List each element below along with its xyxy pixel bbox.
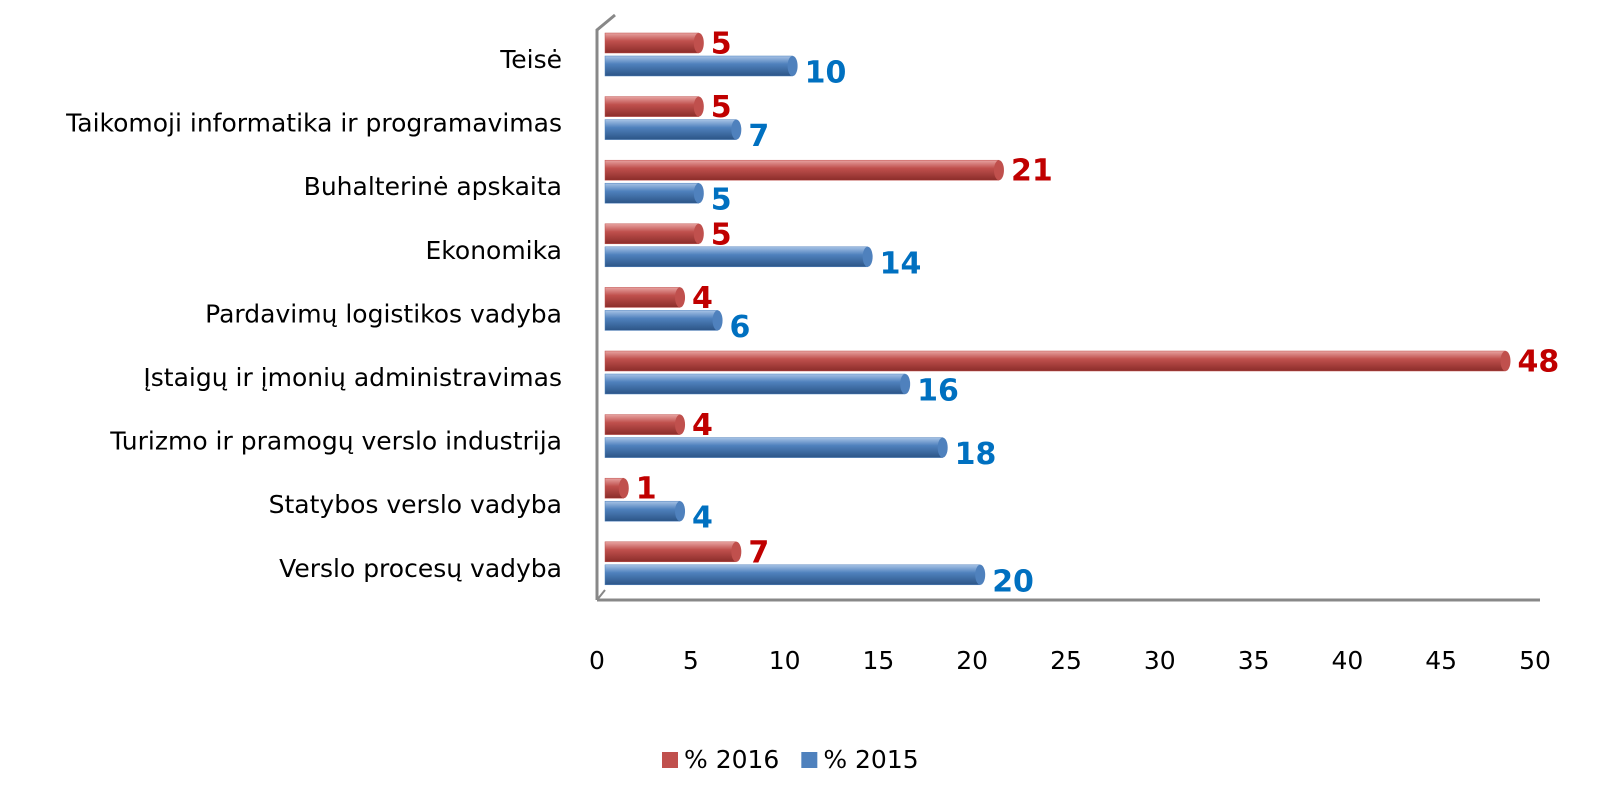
bar-cap [731, 119, 742, 140]
data-label: 4 [692, 281, 713, 316]
x-tick-label: 0 [589, 646, 605, 675]
bar [604, 350, 1506, 372]
data-label: 16 [917, 374, 959, 409]
data-label: 20 [992, 564, 1034, 599]
y-tick-label: Teisė [499, 45, 562, 74]
y-tick-label: Įstaigų ir įmonių administravimas [143, 363, 562, 392]
bar [604, 437, 943, 458]
bar-cap [675, 501, 686, 522]
bar-cap [675, 287, 686, 308]
data-label: 48 [1517, 345, 1559, 380]
x-tick-label: 25 [1050, 646, 1082, 675]
floor-edge [596, 589, 606, 601]
bar [604, 119, 737, 140]
bar [604, 310, 718, 331]
bar [604, 246, 868, 268]
x-tick-label: 10 [769, 646, 801, 675]
bar-cap [693, 33, 704, 53]
y-tick-label: Taikomoji informatika ir programavimas [65, 109, 562, 138]
bar [604, 55, 793, 77]
x-tick-label: 50 [1519, 646, 1551, 675]
data-label: 5 [711, 217, 732, 252]
data-label: 4 [692, 501, 713, 536]
bar-cap [900, 374, 911, 394]
bar-cap [993, 160, 1004, 181]
x-tick-label: 35 [1238, 646, 1270, 675]
bar [604, 96, 700, 117]
bar [604, 373, 906, 395]
x-tick-label: 20 [956, 646, 988, 675]
bar [604, 414, 681, 435]
y-tick-label: Statybos verslo vadyba [269, 490, 562, 519]
bar-cap [618, 478, 629, 499]
data-label: 5 [711, 90, 732, 125]
bar-cap [712, 310, 723, 331]
bar [604, 541, 737, 563]
y-tick-label: Buhalterinė apskaita [304, 172, 562, 201]
data-label: 18 [955, 437, 997, 472]
legend-label: % 2016 [684, 745, 779, 774]
bar-cap [675, 414, 686, 435]
x-tick-label: 5 [683, 646, 699, 675]
legend-swatch [801, 752, 818, 768]
bar [604, 223, 700, 245]
wall-left [595, 13, 616, 600]
bar [604, 287, 681, 308]
bar-cap [787, 56, 798, 76]
bar-cap [937, 437, 948, 458]
bar-cap [693, 96, 704, 117]
bar [604, 182, 700, 204]
data-label: 10 [805, 56, 847, 91]
x-tick-label: 45 [1425, 646, 1457, 675]
bar-cap [693, 223, 704, 244]
x-tick-label: 30 [1144, 646, 1176, 675]
bar [604, 32, 700, 54]
x-tick-label: 15 [862, 646, 894, 675]
data-label: 7 [748, 535, 769, 570]
y-tick-label: Ekonomika [426, 236, 562, 265]
bar-cap [862, 246, 873, 267]
bar-cap [975, 564, 986, 585]
bar [604, 564, 981, 586]
data-label: 7 [748, 119, 769, 154]
data-label: 21 [1011, 154, 1053, 189]
data-label: 1 [636, 472, 657, 507]
y-tick-label: Pardavimų logistikos vadyba [205, 299, 562, 328]
bar-cap [693, 183, 704, 204]
data-label: 5 [711, 27, 732, 62]
data-label: 14 [880, 246, 922, 281]
data-label: 6 [730, 310, 751, 345]
y-tick-label: Turizmo ir pramogų verslo industrija [109, 427, 562, 456]
x-tick-label: 40 [1331, 646, 1363, 675]
legend-swatch [662, 752, 678, 768]
legend-label: % 2015 [823, 745, 918, 774]
bar [604, 159, 1000, 181]
bar-cap [1500, 351, 1511, 371]
bar-cap [731, 541, 742, 562]
data-label: 4 [692, 408, 713, 443]
bar [604, 500, 681, 522]
data-label: 5 [711, 183, 732, 218]
y-tick-label: Verslo procesų vadyba [279, 554, 562, 583]
